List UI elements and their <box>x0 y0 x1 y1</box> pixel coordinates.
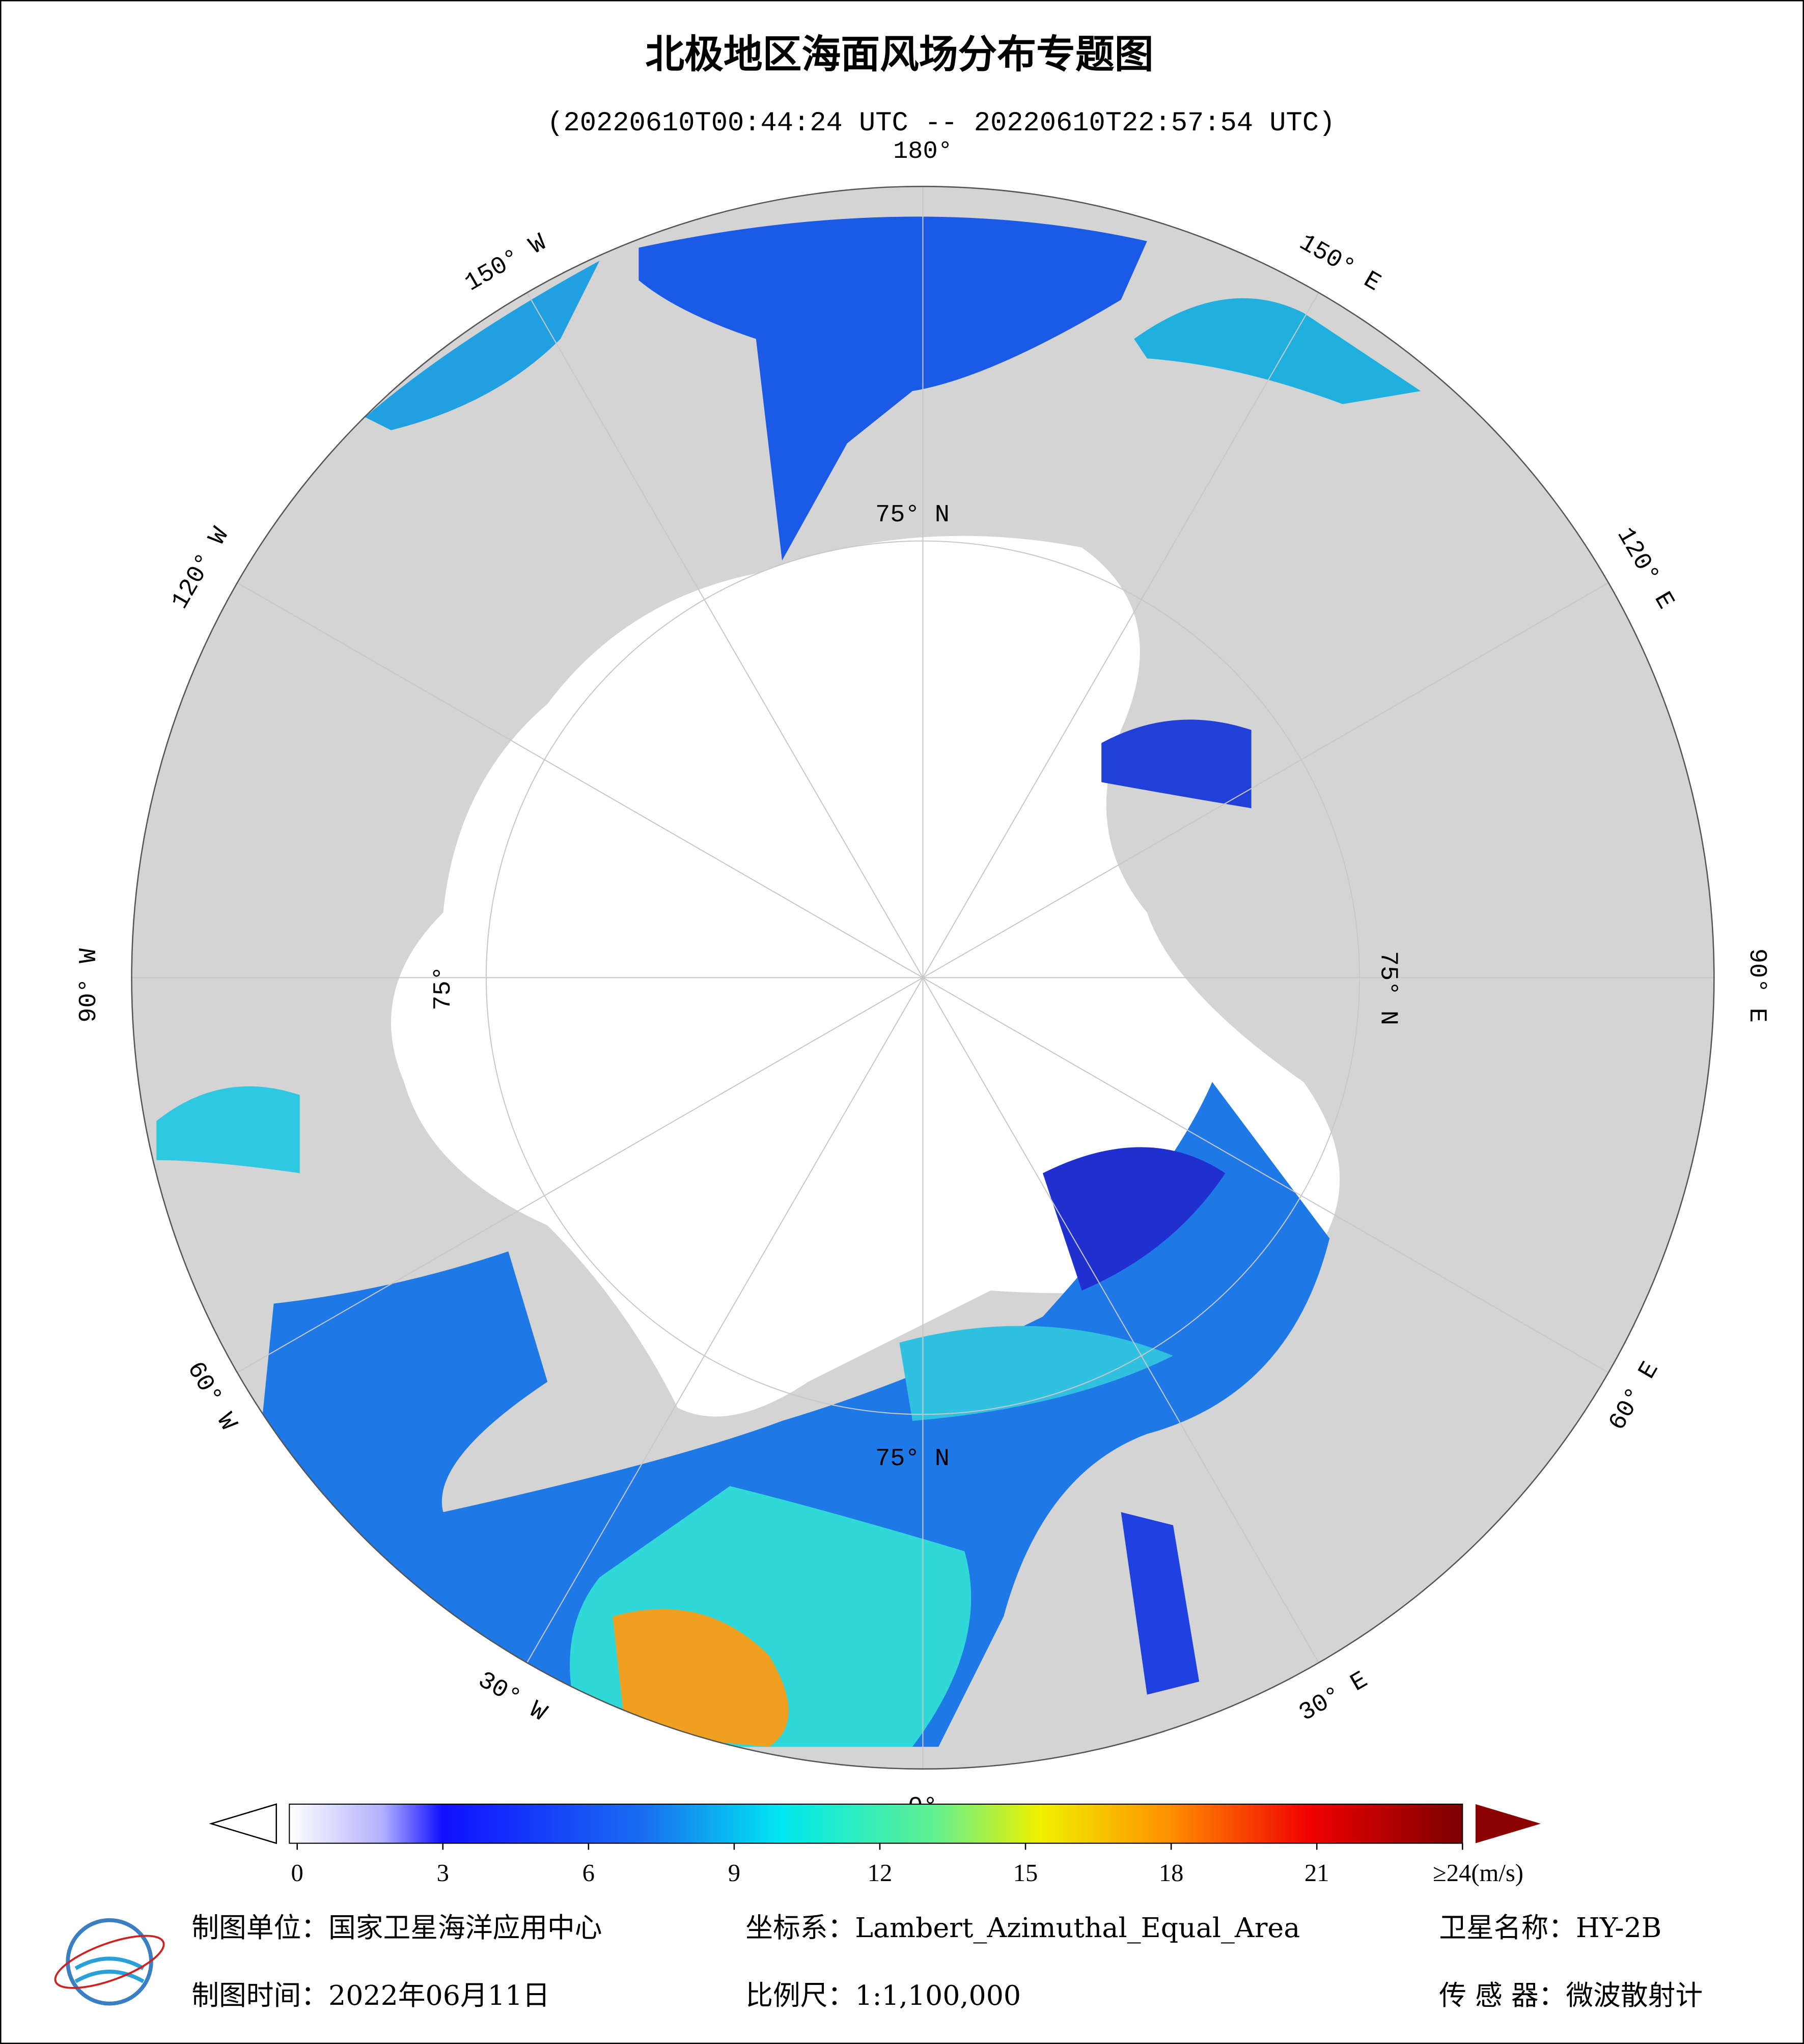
footer-scale: 比例尺：1:1,100,000 <box>745 1979 1021 2011</box>
wind-field <box>639 216 1147 561</box>
lat-label: 75° N <box>875 1445 950 1473</box>
lon-label: 180° <box>893 137 953 165</box>
map-border <box>131 185 1715 1770</box>
colorbar-tick-label: 15 <box>1013 1859 1038 1887</box>
colorbar-tick-label: 18 <box>1159 1859 1184 1887</box>
wind-field <box>1101 719 1252 808</box>
colorbar-under <box>209 1803 277 1844</box>
wind-field <box>260 1082 1330 1747</box>
wind-field <box>613 1609 789 1747</box>
colorbar <box>289 1803 1463 1844</box>
footer-sensor: 传 感 器：微波散射计 <box>1439 1979 1703 2011</box>
colorbar-tick-label: 9 <box>728 1859 740 1887</box>
wind-field <box>899 1326 1173 1421</box>
subtitle: (20220610T00:44:24 UTC -- 20220610T22:57… <box>547 108 1335 139</box>
colorbar-tick-label: 21 <box>1305 1859 1329 1887</box>
lat-label: 75° <box>429 966 457 1011</box>
colorbar-tick-label: 3 <box>437 1859 449 1887</box>
wind-field <box>1134 298 1421 404</box>
colorbar-tick-label: 6 <box>582 1859 595 1887</box>
logo <box>54 1918 165 2006</box>
wind-field <box>156 1086 300 1173</box>
footer-unit: 制图单位：国家卫星海洋应用中心 <box>191 1912 602 1944</box>
map <box>131 186 1714 1769</box>
footer-satellite: 卫星名称：HY-2B <box>1439 1912 1661 1944</box>
lat-label: 75° N <box>875 501 950 529</box>
footer-crs: 坐标系：Lambert_Azimuthal_Equal_Area <box>745 1912 1300 1944</box>
wind-field <box>1042 1147 1226 1291</box>
graticule <box>131 186 1714 1769</box>
colorbar-tick-label: ≥24(m/s) <box>1433 1859 1523 1887</box>
title: 北极地区海面风场分布专题图 <box>645 32 1153 77</box>
lat-label: 75° N <box>1374 951 1402 1025</box>
footer-date: 制图时间：2022年06月11日 <box>191 1979 550 2011</box>
colorbar-tick-label: 0 <box>291 1859 303 1887</box>
colorbar-over <box>1475 1804 1541 1843</box>
wind-field <box>365 261 600 430</box>
lon-label: 90° E <box>1743 948 1771 1023</box>
colorbar-tick-label: 12 <box>868 1859 893 1887</box>
lon-label: 90° W <box>75 948 103 1023</box>
